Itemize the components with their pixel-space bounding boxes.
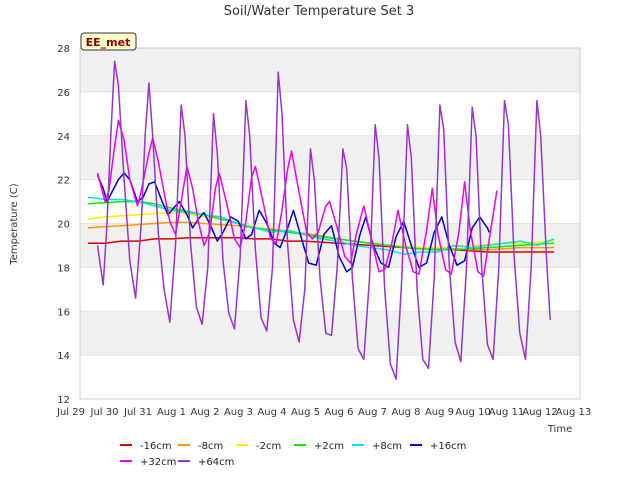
y-tick-label: 18 [57, 263, 70, 274]
badge-label: EE_met [86, 36, 131, 49]
x-tick-label: Aug 3 [224, 407, 253, 418]
legend-label: +16cm [430, 441, 466, 452]
x-tick-label: Aug 7 [358, 407, 387, 418]
legend: -16cm -8cm -2cm +2cm +8cm +16cm +32cm +64cm [120, 441, 466, 468]
y-axis-ticks: 12 14 16 18 20 22 24 26 28 [57, 44, 70, 406]
y-tick-label: 12 [57, 395, 70, 406]
x-tick-label: Aug 4 [257, 407, 286, 418]
x-tick-label: Aug 8 [391, 407, 420, 418]
x-tick-label: Aug 1 [157, 407, 186, 418]
series-line-16cm [96, 172, 490, 273]
series-line-16cm [88, 237, 554, 253]
ee-met-badge: EE_met [80, 32, 137, 51]
y-tick-label: 22 [57, 176, 70, 187]
plot-frame [79, 47, 581, 400]
y-tick-label: 16 [57, 307, 70, 318]
legend-label: -16cm [140, 441, 172, 452]
legend-label: +2cm [314, 441, 344, 452]
grid-band [80, 135, 580, 180]
x-axis-label: Time [547, 424, 572, 435]
grid-band [80, 223, 580, 268]
x-tick-label: Aug 12 [522, 407, 557, 418]
x-tick-label: Aug 5 [291, 407, 320, 418]
series-layer [87, 60, 555, 381]
legend-label: -2cm [256, 441, 281, 452]
y-tick-label: 14 [57, 351, 70, 362]
series-line-64cm [96, 60, 551, 381]
legend-label: +64cm [198, 457, 234, 468]
y-axis-label: Temperature (C) [9, 183, 20, 265]
y-tick-label: 24 [57, 132, 70, 143]
x-tick-label: Aug 9 [425, 407, 454, 418]
x-tick-label: Aug 6 [324, 407, 353, 418]
x-tick-label: Aug 2 [190, 407, 219, 418]
plot-area [79, 47, 581, 400]
y-tick-label: 28 [57, 44, 70, 55]
series-line-8cm [87, 221, 554, 251]
badge-box [80, 32, 137, 51]
legend-label: +32cm [140, 457, 176, 468]
x-axis-ticks: Jul 29 Jul 30 Jul 31 Aug 1 Aug 2 Aug 3 Aug 4 Au… [56, 407, 591, 418]
x-tick-label: Jul 31 [123, 407, 152, 418]
series-line-2cm [87, 200, 555, 251]
x-tick-label: Aug 13 [556, 407, 591, 418]
legend-label: -8cm [198, 441, 223, 452]
y-tick-label: 20 [57, 220, 70, 231]
grid-band [80, 311, 580, 356]
x-tick-label: Aug 10 [455, 407, 490, 418]
grid-band [80, 48, 580, 92]
legend-label: +8cm [372, 441, 402, 452]
x-tick-label: Jul 29 [56, 407, 85, 418]
x-tick-label: Aug 11 [489, 407, 524, 418]
y-tick-label: 26 [57, 88, 70, 99]
chart-title: Soil/Water Temperature Set 3 [224, 4, 415, 19]
x-tick-label: Jul 30 [90, 407, 119, 418]
